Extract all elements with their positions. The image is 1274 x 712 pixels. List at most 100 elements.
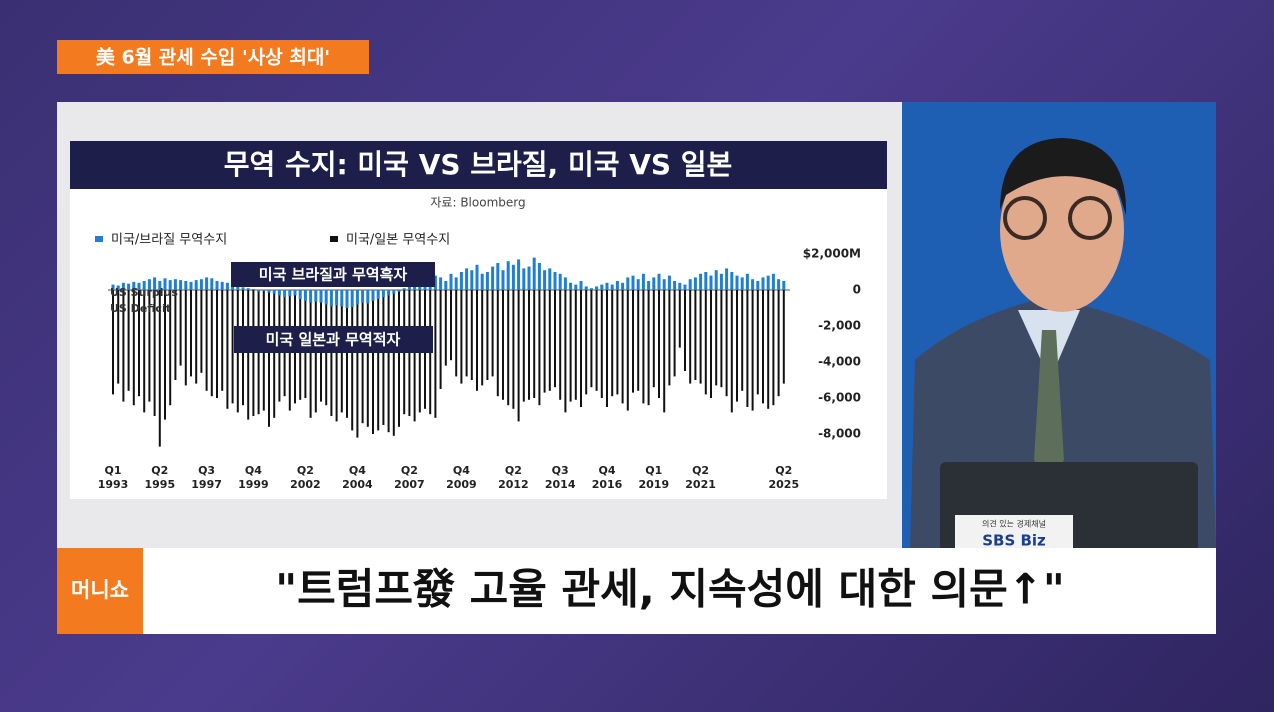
- bar: [398, 290, 400, 427]
- bar: [179, 280, 183, 290]
- bar: [366, 290, 369, 427]
- bar: [111, 284, 115, 290]
- bar: [486, 290, 489, 380]
- x-tick-label: Q4 2004: [342, 464, 373, 491]
- bar: [247, 290, 250, 420]
- bar: [771, 273, 775, 290]
- annotation: 미국 일본과 무역적자: [266, 331, 401, 349]
- bar: [298, 290, 302, 299]
- bar: [303, 290, 307, 301]
- bar: [413, 284, 417, 290]
- bar: [127, 290, 130, 391]
- bar: [309, 290, 312, 418]
- bar: [725, 268, 729, 290]
- monitor-caption: 의견 있는 경제채널: [982, 519, 1046, 529]
- bar: [179, 290, 182, 366]
- bar: [439, 277, 443, 290]
- title-bar: [70, 141, 887, 189]
- bar: [574, 284, 578, 290]
- headline: "트럼프發 고율 관세, 지속성에 대한 의문↑": [275, 565, 1065, 614]
- bar: [782, 290, 785, 384]
- x-tick-label: Q3 1997: [191, 464, 222, 491]
- bar: [673, 281, 677, 290]
- bar: [470, 290, 473, 380]
- tag: 美 6월 관세 수입 '사상 최대': [96, 46, 330, 69]
- legend-label: 미국/브라질 무역수지: [111, 233, 227, 248]
- bar: [709, 275, 713, 290]
- bar: [532, 257, 536, 290]
- bar: [533, 290, 536, 398]
- bar: [621, 290, 624, 404]
- bar: [559, 290, 562, 400]
- bar: [268, 290, 270, 427]
- annotation: US Deficit: [110, 302, 171, 315]
- logo: 머니쇼: [71, 578, 129, 602]
- bar: [506, 261, 510, 290]
- bar: [579, 281, 583, 290]
- bar: [595, 286, 599, 290]
- monitor-logo: SBS Biz: [982, 532, 1046, 550]
- bar: [142, 281, 146, 290]
- bar: [704, 272, 708, 290]
- bar: [117, 290, 120, 384]
- bar: [668, 290, 671, 386]
- bar: [116, 285, 120, 290]
- x-tick-label: Q2 1995: [144, 464, 176, 491]
- bar: [418, 285, 422, 290]
- bar: [512, 290, 515, 409]
- bar: [184, 281, 188, 290]
- bar: [538, 290, 541, 406]
- bar: [553, 272, 557, 290]
- bar: [267, 290, 271, 293]
- bar: [376, 290, 380, 299]
- bar: [694, 290, 697, 380]
- annotation-box: [234, 326, 433, 353]
- bar: [314, 290, 318, 302]
- bar: [392, 290, 395, 436]
- hair: [1000, 138, 1127, 215]
- bar: [460, 290, 463, 384]
- bar: [283, 290, 287, 298]
- bar: [584, 286, 588, 290]
- bar: [720, 290, 723, 388]
- bar: [704, 290, 707, 395]
- bar: [678, 282, 682, 290]
- bar: [361, 290, 365, 303]
- bar: [678, 290, 681, 348]
- bar: [189, 281, 193, 290]
- bar: [195, 290, 198, 384]
- x-tick-label: Q4 2009: [446, 464, 477, 491]
- chart-title: 무역 수지: 미국 VS 브라질, 미국 VS 일본: [224, 148, 733, 181]
- bar: [600, 290, 603, 398]
- y-tick-label: -4,000: [818, 355, 861, 369]
- bar: [257, 290, 261, 292]
- bar: [164, 290, 166, 420]
- bar: [688, 279, 692, 290]
- bar: [751, 290, 754, 411]
- bar: [351, 290, 354, 431]
- bar: [324, 290, 328, 305]
- bar: [537, 263, 541, 290]
- x-tick-label: Q2 2025: [768, 464, 800, 491]
- bar: [663, 290, 666, 413]
- logo-box: [57, 548, 143, 634]
- glasses: [1068, 196, 1112, 240]
- bar: [673, 290, 676, 377]
- bar: [637, 290, 640, 391]
- bar: [335, 290, 338, 422]
- bar: [762, 290, 764, 404]
- bar: [647, 281, 651, 290]
- bar: [184, 290, 187, 386]
- bar: [465, 290, 468, 377]
- bar: [611, 290, 614, 397]
- bar: [777, 279, 781, 290]
- bar: [736, 290, 738, 402]
- bar: [658, 290, 660, 398]
- bar: [444, 290, 447, 366]
- bar: [626, 277, 630, 290]
- bar: [632, 290, 634, 393]
- bar: [372, 290, 374, 434]
- bar: [465, 268, 469, 290]
- bar: [225, 282, 229, 290]
- bar: [138, 290, 140, 397]
